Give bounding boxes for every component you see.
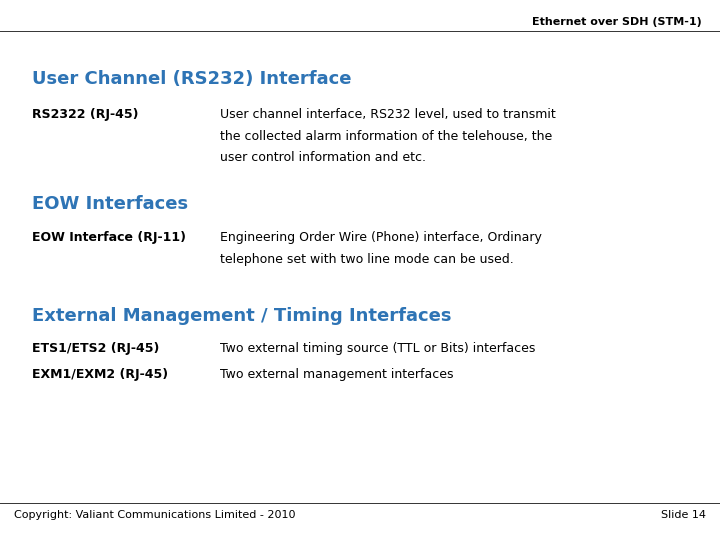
- Text: External Management / Timing Interfaces: External Management / Timing Interfaces: [32, 307, 452, 325]
- Text: Two external management interfaces: Two external management interfaces: [220, 368, 453, 381]
- Text: user control information and etc.: user control information and etc.: [220, 151, 426, 164]
- Text: EOW Interfaces: EOW Interfaces: [32, 195, 189, 213]
- Text: User channel interface, RS232 level, used to transmit: User channel interface, RS232 level, use…: [220, 108, 555, 121]
- Text: Copyright: Valiant Communications Limited - 2010: Copyright: Valiant Communications Limite…: [14, 510, 296, 520]
- Text: Slide 14: Slide 14: [661, 510, 706, 520]
- Text: EXM1/EXM2 (RJ-45): EXM1/EXM2 (RJ-45): [32, 368, 168, 381]
- Text: the collected alarm information of the telehouse, the: the collected alarm information of the t…: [220, 130, 552, 143]
- Text: Two external timing source (TTL or Bits) interfaces: Two external timing source (TTL or Bits)…: [220, 342, 535, 355]
- Text: ETS1/ETS2 (RJ-45): ETS1/ETS2 (RJ-45): [32, 342, 160, 355]
- Text: EOW Interface (RJ-11): EOW Interface (RJ-11): [32, 231, 186, 244]
- Text: User Channel (RS232) Interface: User Channel (RS232) Interface: [32, 70, 352, 88]
- Text: Ethernet over SDH (STM-1): Ethernet over SDH (STM-1): [532, 17, 702, 27]
- Text: RS2322 (RJ-45): RS2322 (RJ-45): [32, 108, 139, 121]
- Text: telephone set with two line mode can be used.: telephone set with two line mode can be …: [220, 253, 513, 266]
- Text: Engineering Order Wire (Phone) interface, Ordinary: Engineering Order Wire (Phone) interface…: [220, 231, 541, 244]
